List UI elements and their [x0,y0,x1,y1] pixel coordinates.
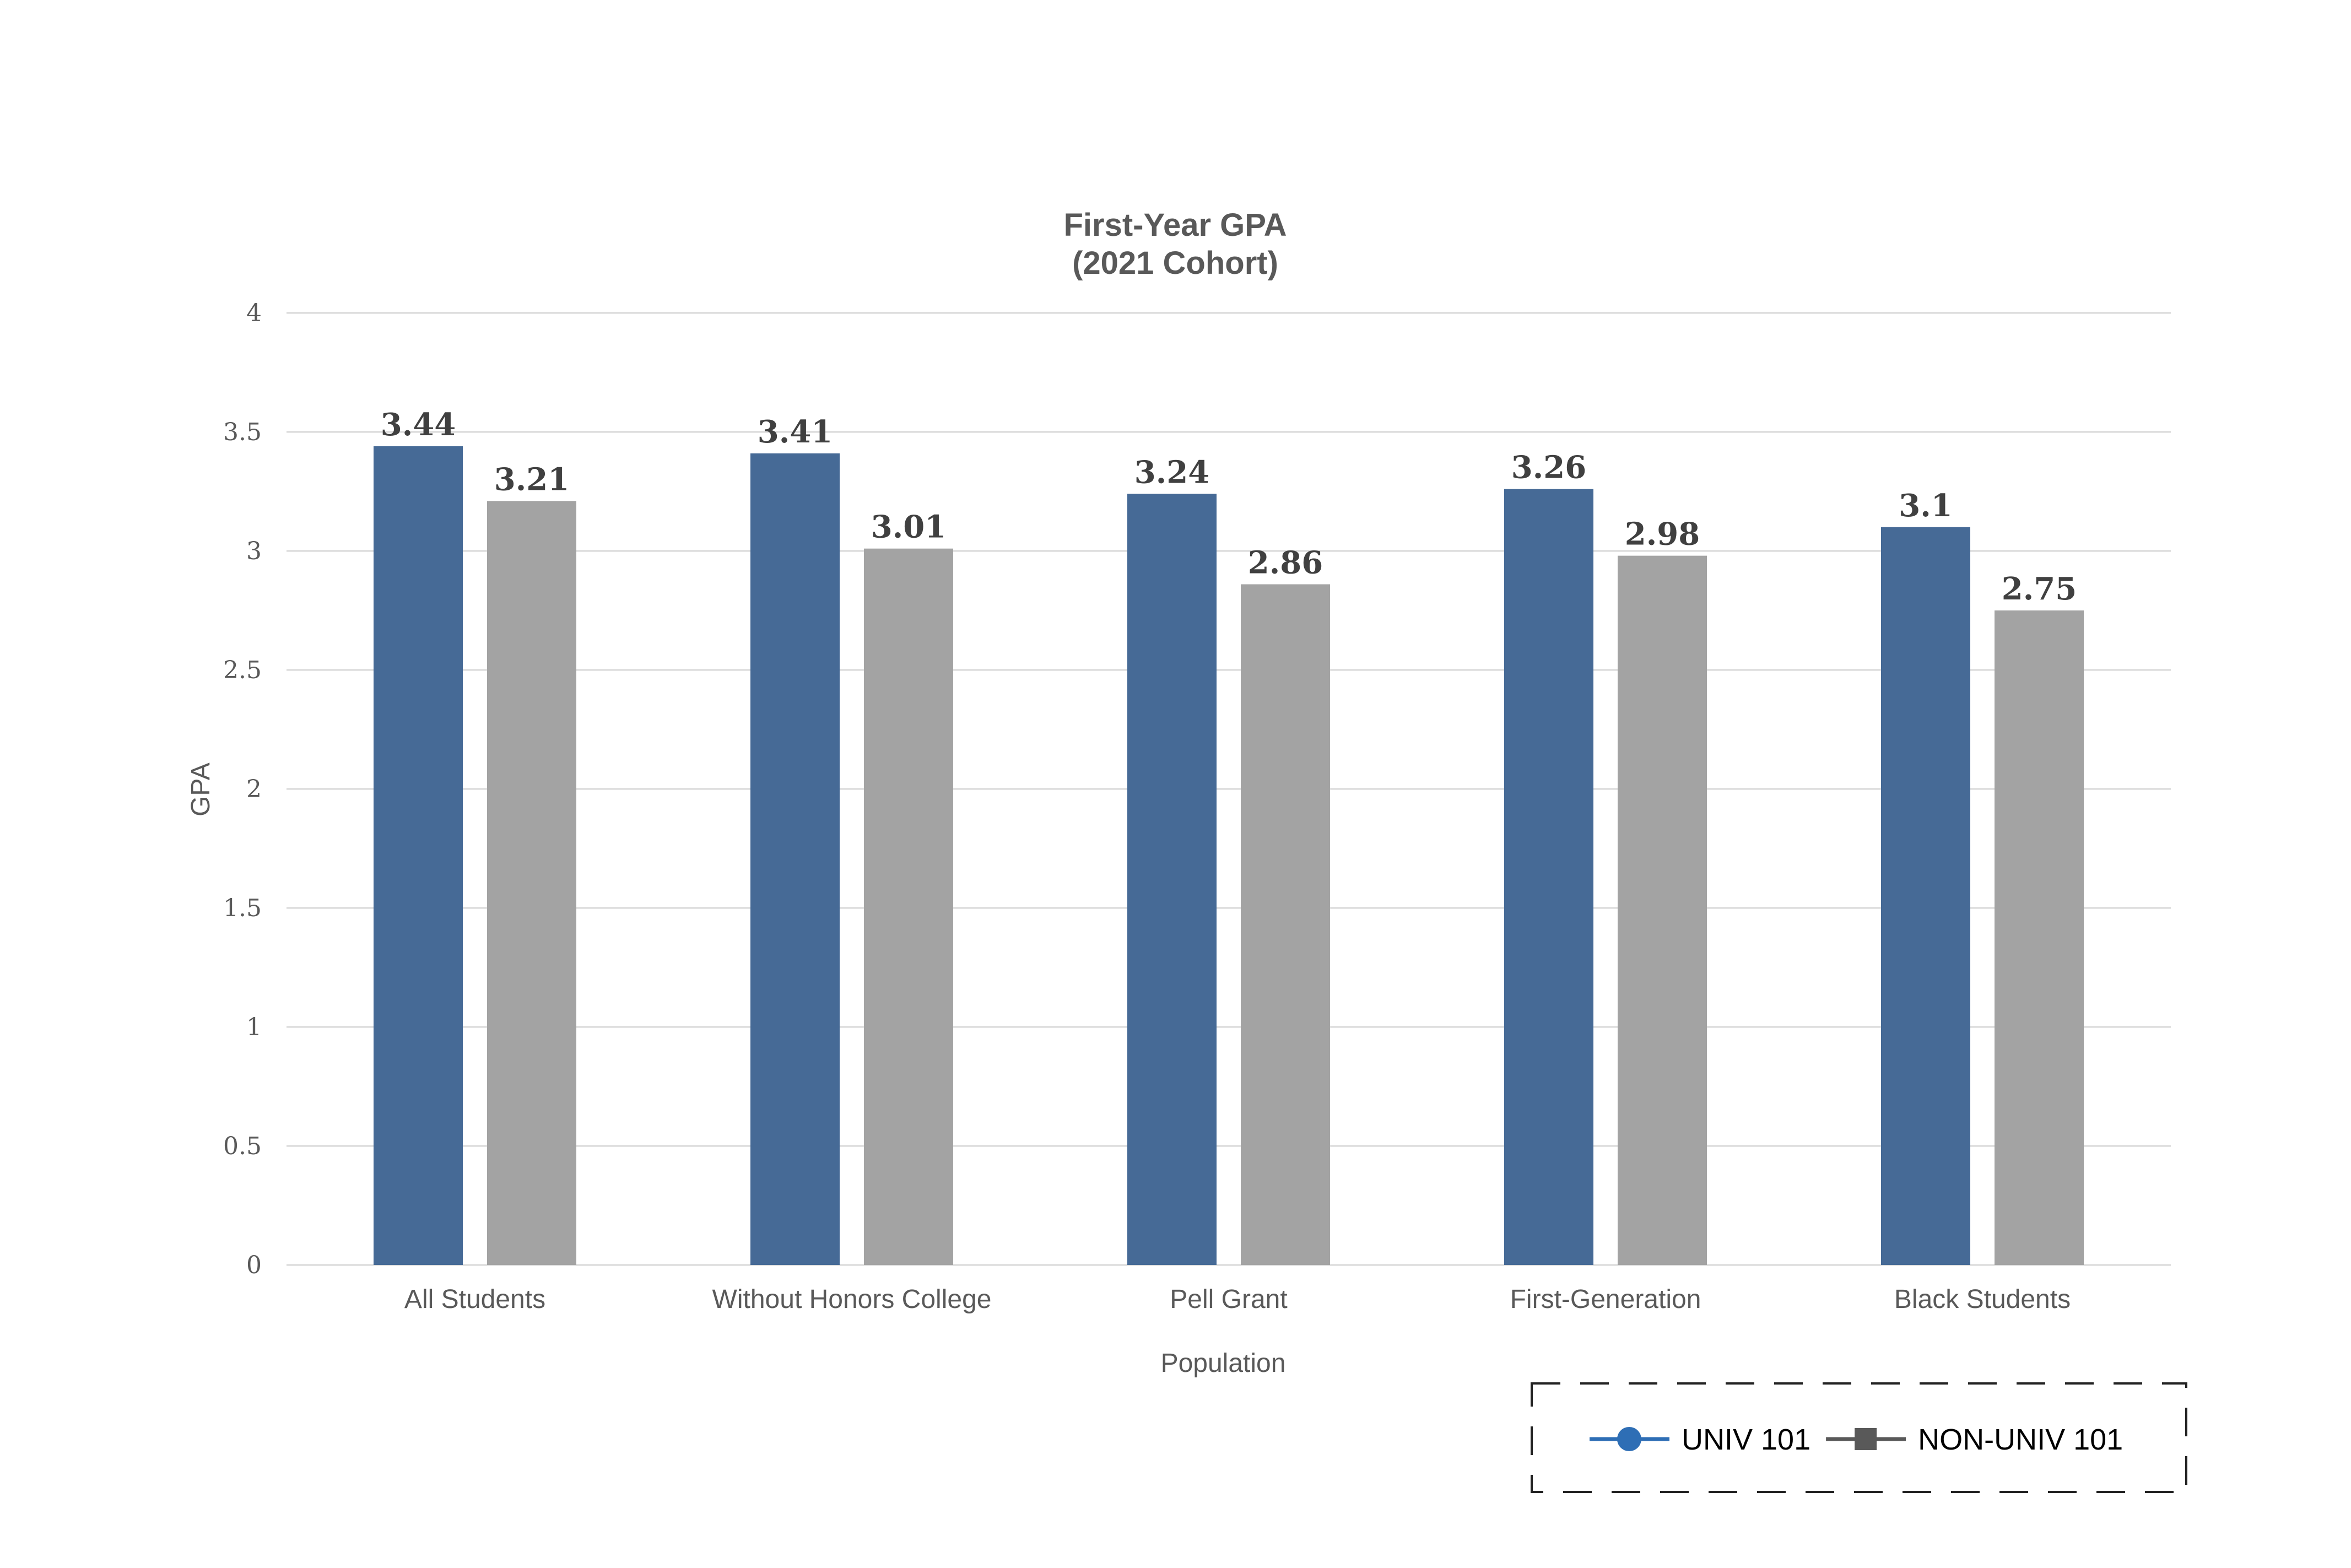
x-tick-label: First-Generation [1510,1285,1701,1314]
x-axis-label: Population [1161,1349,1286,1378]
bar [1618,555,1707,1265]
data-label: 3.21 [494,461,569,498]
x-axis-ticks: All Students Without Honors College Pell G… [404,1285,2071,1314]
y-tick-label: 3 [246,537,262,565]
chart-title: First-Year GPA [1063,207,1287,243]
legend: UNIV 101 NON-UNIV 101 [1531,1382,2187,1493]
legend-items: UNIV 101 NON-UNIV 101 [1590,1423,2123,1456]
legend-frame [1531,1382,2187,1493]
bar [1504,489,1593,1266]
bars [374,446,2084,1266]
x-tick-label: Pell Grant [1170,1285,1287,1314]
bar [750,453,840,1265]
x-tick-label: Black Students [1894,1285,2071,1314]
gridlines [287,312,2171,1266]
data-label: 2.86 [1248,544,1323,581]
y-tick-label: 1.5 [223,894,262,922]
legend-circle-icon [1617,1427,1641,1451]
y-tick-label: 2.5 [223,656,262,684]
y-tick-label: 2 [246,775,262,803]
data-label: 3.44 [381,407,456,443]
x-tick-label: Without Honors College [712,1285,992,1314]
y-tick-label: 4 [246,299,262,327]
y-tick-label: 0 [246,1251,262,1279]
bar [1127,494,1217,1265]
y-axis-label: GPA [186,763,215,817]
bar [1241,584,1330,1265]
bar [1881,527,1970,1265]
legend-label: UNIV 101 [1682,1423,1810,1456]
data-label: 3.1 [1899,488,1952,524]
legend-label: NON-UNIV 101 [1918,1423,2123,1456]
data-labels: 3.44 3.21 3.41 3.01 3.24 2.86 3.26 2.98 3.1 2.75 [381,407,2077,607]
data-label: 3.24 [1134,454,1209,490]
bar [864,548,953,1266]
bar [374,446,463,1266]
bar [487,501,576,1265]
bar [1995,610,2084,1265]
data-label: 3.41 [758,414,833,450]
y-tick-label: 1 [246,1013,262,1041]
x-tick-label: All Students [404,1285,545,1314]
y-tick-label: 3.5 [223,418,262,446]
legend-square-icon [1855,1428,1877,1450]
data-label: 3.01 [871,509,946,545]
data-label: 3.26 [1511,450,1586,486]
y-axis-ticks: 0 0.5 1 1.5 2 2.5 3 3.5 4 [223,299,262,1279]
chart-subtitle: (2021 Cohort) [1072,245,1278,281]
y-tick-label: 0.5 [223,1132,262,1160]
data-label: 2.98 [1625,516,1700,553]
data-label: 2.75 [2002,571,2077,607]
